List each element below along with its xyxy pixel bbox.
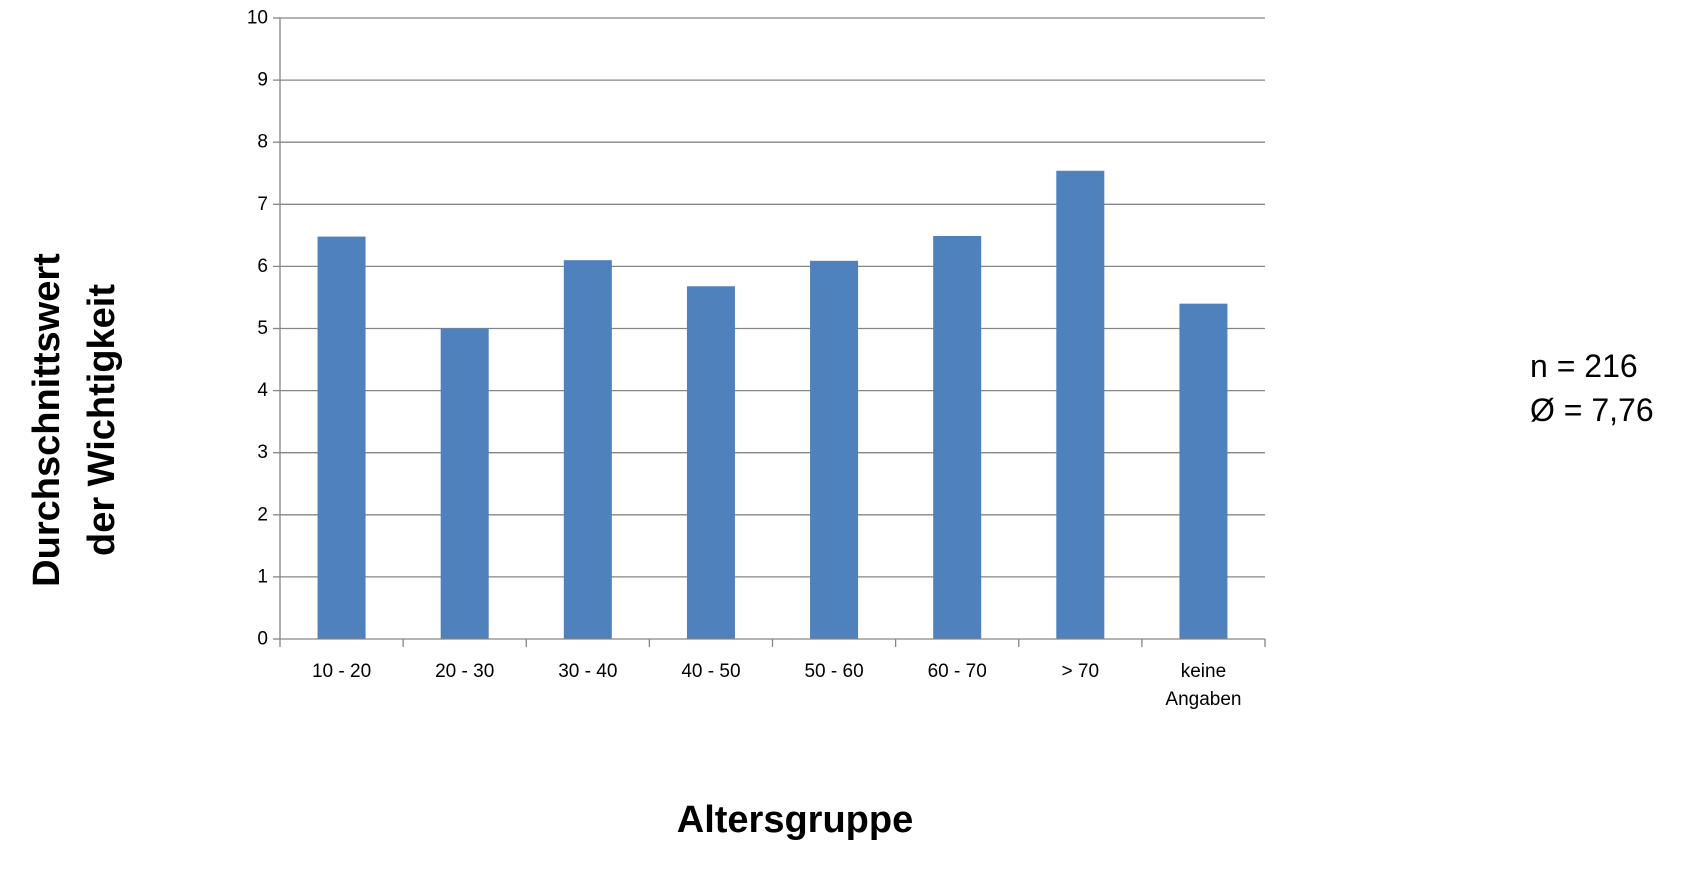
- y-tick-label-6: 6: [257, 256, 268, 277]
- x-tick-label-7: > 70: [1062, 661, 1100, 682]
- y-tick-label-3: 3: [257, 442, 268, 463]
- annotation-n: n = 216: [1530, 348, 1638, 384]
- x-tick-label-6: 60 - 70: [928, 661, 987, 682]
- bar-2: [440, 328, 489, 639]
- bars: [317, 170, 1228, 640]
- bar-3: [563, 260, 612, 639]
- y-axis-title-line-2: der Wichtigkeit: [81, 284, 123, 556]
- x-tick-label-1: 10 - 20: [312, 661, 371, 682]
- y-tick-label-7: 7: [257, 194, 268, 215]
- axes: [273, 17, 1266, 647]
- bar-1: [317, 236, 366, 640]
- x-tick-label-3: 30 - 40: [558, 661, 617, 682]
- x-tick-label-4: 40 - 50: [681, 661, 740, 682]
- x-axis-title: Altersgruppe: [677, 799, 913, 841]
- x-tick-label-5: 50 - 60: [804, 661, 863, 682]
- x-tick-label-8: keine Angaben: [1165, 661, 1241, 710]
- bar-6: [933, 235, 982, 639]
- annotation-mean: Ø = 7,76: [1530, 392, 1654, 428]
- y-tick-label-9: 9: [257, 70, 268, 91]
- y-tick-label-5: 5: [257, 318, 268, 339]
- bar-8: [1179, 303, 1228, 639]
- y-axis-title: Durchschnittswert der Wichtigkeit: [26, 253, 123, 587]
- x-tick-labels: 10 - 20 20 - 30 30 - 40 40 - 50 50 - 60 60 - …: [312, 661, 1241, 710]
- bar-5: [810, 260, 859, 639]
- y-tick-label-1: 1: [257, 566, 268, 587]
- y-tick-labels: 0 1 2 3 4 5 6 7 8 9 10: [247, 8, 269, 650]
- y-tick-label-4: 4: [257, 380, 268, 401]
- bar-4: [686, 286, 735, 639]
- y-tick-label-2: 2: [257, 504, 268, 525]
- y-tick-label-8: 8: [257, 132, 268, 153]
- gridlines: [280, 17, 1265, 578]
- x-tick-label-2: 20 - 30: [435, 661, 494, 682]
- y-tick-label-0: 0: [257, 629, 268, 650]
- y-tick-label-10: 10: [247, 8, 268, 29]
- y-axis-title-line-1: Durchschnittswert: [26, 253, 68, 587]
- bar-7: [1056, 170, 1105, 640]
